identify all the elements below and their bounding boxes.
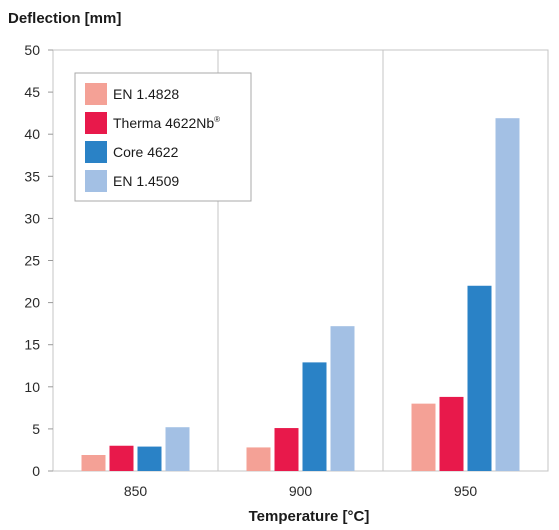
bar — [274, 428, 299, 471]
y-tick-label: 15 — [24, 337, 40, 353]
bar — [81, 455, 106, 471]
legend-label: Core 4622 — [113, 144, 179, 160]
x-tick-label: 850 — [124, 483, 148, 499]
x-tick-label: 900 — [289, 483, 313, 499]
y-tick-label: 10 — [24, 379, 40, 395]
y-tick-label: 40 — [24, 126, 40, 142]
y-tick-label: 25 — [24, 253, 40, 269]
bar — [330, 326, 355, 471]
legend-label: Therma 4622Nb® — [113, 115, 220, 131]
x-tick-label: 950 — [454, 483, 478, 499]
bars — [81, 118, 520, 472]
y-tick-label: 35 — [24, 168, 40, 184]
legend-label: EN 1.4828 — [113, 86, 179, 102]
y-axis-title: Deflection [mm] — [8, 10, 121, 27]
bar — [467, 285, 492, 471]
bar — [137, 446, 162, 471]
y-tick-label: 45 — [24, 84, 40, 100]
x-axis-ticks: 850 900 950 — [124, 483, 478, 499]
x-axis-title: Temperature [°C] — [249, 508, 370, 525]
y-tick-label: 5 — [32, 421, 40, 437]
bar — [109, 445, 134, 471]
y-tick-label: 20 — [24, 295, 40, 311]
bar — [495, 118, 520, 472]
bar — [165, 427, 190, 471]
legend-swatch — [85, 83, 107, 105]
bar — [439, 396, 464, 471]
bar — [302, 362, 327, 471]
legend-swatch — [85, 141, 107, 163]
bar — [411, 403, 436, 471]
legend: EN 1.4828 Therma 4622Nb® Core 4622 EN 1.450… — [74, 72, 252, 202]
legend-label: EN 1.4509 — [113, 173, 179, 189]
y-tick-label: 0 — [32, 463, 40, 479]
y-tick-label: 50 — [24, 42, 40, 58]
bar — [246, 447, 271, 471]
legend-swatch — [85, 112, 107, 134]
legend-swatch — [85, 170, 107, 192]
y-axis-ticks: 0 5 10 15 20 25 30 35 40 45 50 — [24, 42, 53, 479]
y-tick-label: 30 — [24, 210, 40, 226]
